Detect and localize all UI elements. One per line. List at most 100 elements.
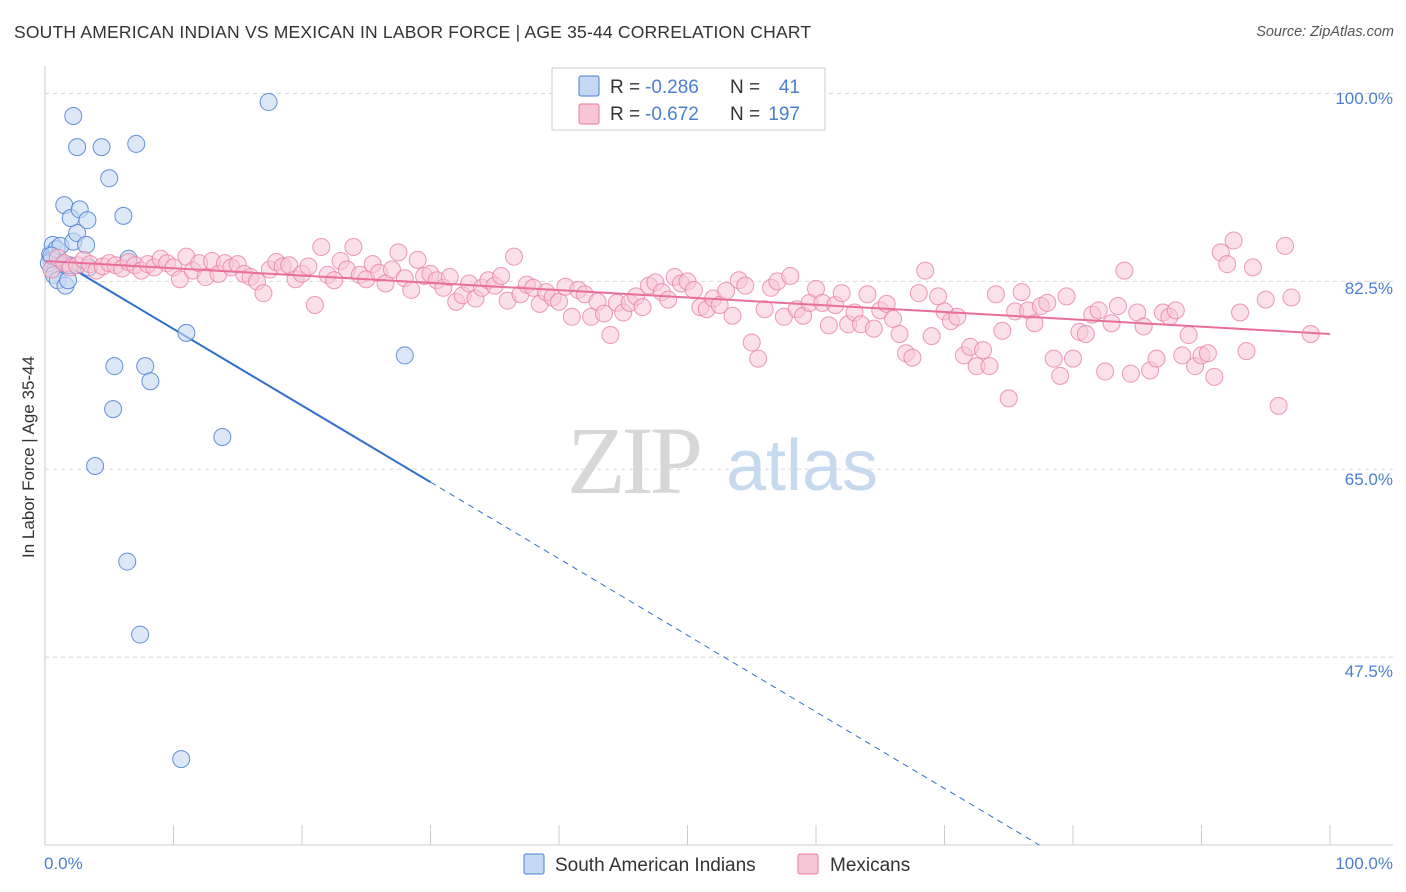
point-mexicans [389, 243, 408, 262]
point-south-american-indians [104, 400, 123, 419]
legend-box: R = -0.286 N = 41 R = -0.672 N = 197 [551, 67, 826, 131]
point-south-american-indians [172, 750, 191, 769]
point-mexicans [1224, 231, 1243, 250]
point-mexicans [986, 285, 1005, 304]
point-mexicans [382, 260, 401, 279]
point-mexicans [755, 300, 774, 319]
point-mexicans [492, 266, 511, 285]
point-mexicans [916, 261, 935, 280]
point-mexicans [1102, 314, 1121, 333]
bottom-legend-swatch-pink [797, 853, 819, 875]
legend-r-value: -0.672 [645, 104, 699, 125]
gridlines [44, 66, 1393, 846]
point-mexicans [1173, 346, 1192, 365]
x-axis-ticks [173, 825, 1331, 845]
point-south-american-indians [131, 625, 150, 644]
point-mexicans [684, 280, 703, 299]
watermark-atlas: atlas [726, 426, 878, 506]
point-south-american-indians [86, 457, 105, 476]
point-mexicans [890, 324, 909, 343]
point-mexicans [864, 319, 883, 338]
point-mexicans [993, 321, 1012, 340]
bottom-legend-label-south-american-indians: South American Indians [555, 855, 756, 876]
point-mexicans [909, 284, 928, 303]
point-mexicans [1025, 314, 1044, 333]
point-south-american-indians [136, 357, 155, 376]
point-mexicans [1205, 367, 1224, 386]
point-mexicans [659, 290, 678, 309]
point-mexicans [1108, 297, 1127, 316]
trendline-solid [44, 251, 432, 483]
point-mexicans [170, 270, 189, 289]
points-south-american-indians [39, 93, 414, 769]
legend-swatch-pink [578, 103, 600, 125]
point-mexicans [1134, 317, 1153, 336]
x-tick-label-min: 0.0% [44, 854, 83, 873]
point-mexicans [402, 280, 421, 299]
point-mexicans [1198, 344, 1217, 363]
point-mexicans [1121, 364, 1140, 383]
y-tick-label: 65.0% [1345, 470, 1393, 489]
point-mexicans [305, 295, 324, 314]
point-mexicans [1243, 258, 1262, 277]
point-mexicans [1012, 283, 1031, 302]
point-south-american-indians [105, 357, 124, 376]
point-mexicans [1256, 290, 1275, 309]
point-south-american-indians [118, 552, 137, 571]
point-mexicans [1051, 366, 1070, 385]
point-south-american-indians [177, 323, 196, 342]
legend-n-label: N = [730, 77, 760, 98]
legend-swatch-blue [578, 75, 600, 97]
bottom-legend-swatch-blue [523, 853, 545, 875]
point-mexicans [562, 307, 581, 326]
point-mexicans [723, 306, 742, 325]
watermark-zip: ZIP [567, 407, 700, 514]
point-south-american-indians [114, 206, 133, 225]
y-tick-label: 100.0% [1335, 89, 1393, 108]
point-mexicans [1166, 301, 1185, 320]
point-south-american-indians [100, 169, 119, 188]
legend-r-value: -0.286 [645, 77, 699, 98]
point-mexicans [312, 237, 331, 256]
legend-n-value: 197 [768, 104, 800, 125]
point-south-american-indians [92, 138, 111, 157]
point-mexicans [594, 304, 613, 323]
bottom-legend-label-mexicans: Mexicans [830, 855, 910, 876]
point-south-american-indians [64, 107, 83, 126]
point-mexicans [858, 285, 877, 304]
trendline-solid [44, 259, 1331, 335]
point-mexicans [1089, 301, 1108, 320]
point-mexicans [1038, 293, 1057, 312]
point-south-american-indians [77, 235, 96, 254]
y-axis-tick-labels: 47.5% 65.0% 82.5% 100.0% [1335, 89, 1393, 681]
point-mexicans [550, 292, 568, 311]
point-mexicans [742, 333, 761, 352]
point-mexicans [1282, 288, 1301, 307]
legend-n-label: N = [730, 104, 760, 125]
point-mexicans [325, 271, 344, 290]
point-mexicans [736, 276, 755, 295]
point-mexicans [781, 266, 800, 285]
point-mexicans [1064, 349, 1082, 368]
point-mexicans [819, 316, 838, 335]
point-mexicans [601, 326, 620, 345]
point-mexicans [440, 268, 459, 287]
y-tick-label: 82.5% [1345, 279, 1393, 298]
point-mexicans [749, 349, 768, 368]
point-mexicans [1096, 362, 1115, 381]
legend-r-label: R = [610, 104, 640, 125]
point-mexicans [1179, 326, 1198, 345]
chart-source: Source: ZipAtlas.com [1256, 24, 1394, 40]
trendline-mexicans [44, 259, 1331, 335]
point-mexicans [344, 237, 363, 256]
point-mexicans [1276, 236, 1295, 255]
point-mexicans [1237, 342, 1256, 361]
trendline-south-american-indians [44, 251, 1040, 846]
point-mexicans [999, 389, 1018, 408]
point-mexicans [408, 250, 427, 269]
point-mexicans [299, 257, 318, 276]
point-mexicans [1076, 324, 1095, 343]
point-mexicans [832, 284, 851, 303]
point-mexicans [948, 307, 967, 326]
